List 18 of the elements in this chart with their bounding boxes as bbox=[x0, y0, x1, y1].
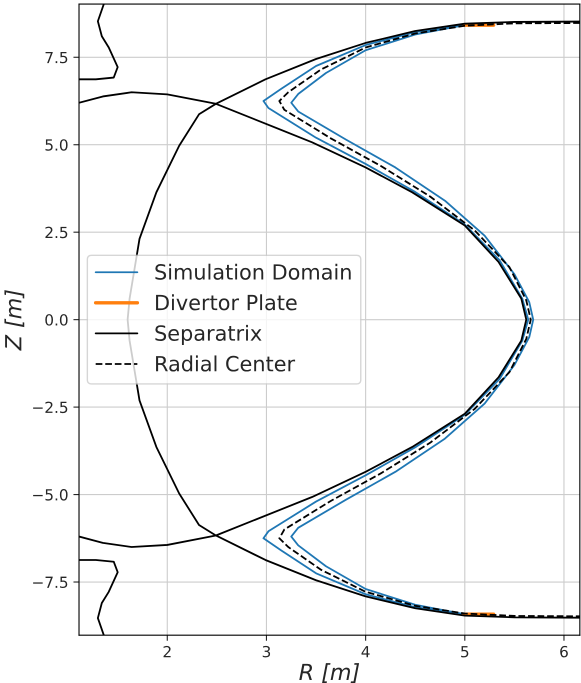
y-tick-label: 2.5 bbox=[45, 226, 68, 238]
x-axis-title: R [m] bbox=[299, 663, 360, 683]
y-tick-label: −2.5 bbox=[33, 402, 68, 414]
legend-label: Simulation Domain bbox=[155, 264, 351, 280]
y-tick-label: −5.0 bbox=[33, 489, 68, 501]
x-tick-label: 3 bbox=[262, 646, 270, 658]
y-axis-title: Z [m] bbox=[4, 290, 24, 351]
y-tick-label: −7.5 bbox=[33, 576, 68, 588]
legend-label: Radial Center bbox=[156, 355, 296, 372]
y-tick-label: 0.0 bbox=[45, 314, 68, 326]
legend-label: Divertor Plate bbox=[156, 294, 297, 310]
y-tick-label: 7.5 bbox=[46, 52, 68, 64]
x-tick-label: 5 bbox=[461, 646, 468, 658]
legend-label: Separatrix bbox=[155, 324, 262, 346]
x-tick-label: 4 bbox=[362, 646, 370, 658]
y-tick-label: 5.0 bbox=[45, 139, 68, 151]
x-tick-label: 2 bbox=[164, 646, 171, 658]
x-tick-label: 6 bbox=[560, 646, 568, 658]
